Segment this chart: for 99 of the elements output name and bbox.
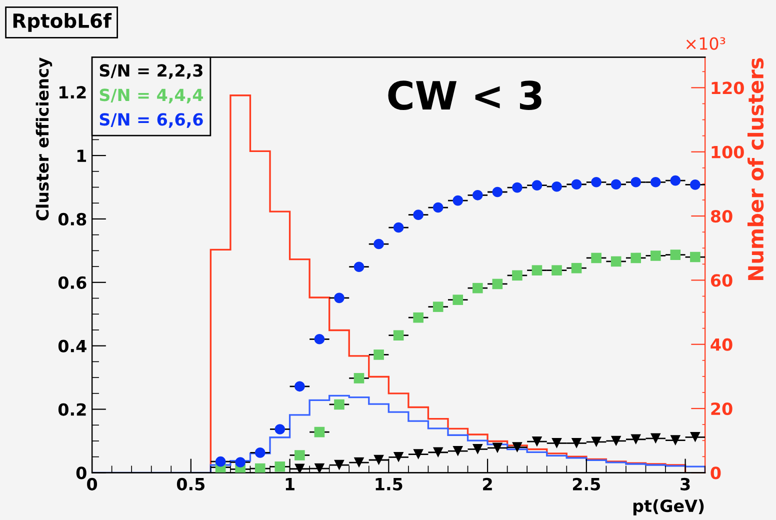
y-tick-label: 0.4 bbox=[58, 340, 86, 352]
point bbox=[334, 399, 344, 410]
point bbox=[314, 463, 325, 473]
point bbox=[650, 250, 661, 261]
point bbox=[512, 442, 522, 452]
x-tick-label: 2.5 bbox=[572, 478, 600, 490]
y-axis-title: Cluster efficiency bbox=[36, 58, 52, 220]
point bbox=[532, 265, 542, 276]
y2-tick-label: 40 bbox=[710, 338, 732, 351]
point bbox=[294, 381, 305, 392]
point bbox=[374, 238, 384, 250]
text: ×10³ bbox=[686, 37, 726, 50]
point bbox=[413, 449, 424, 460]
point bbox=[670, 250, 681, 260]
point bbox=[512, 270, 522, 281]
point bbox=[254, 448, 266, 458]
point bbox=[591, 252, 602, 264]
point bbox=[254, 463, 266, 473]
x-tick-label: 1 bbox=[286, 478, 294, 490]
annotation: CW < 3 bbox=[388, 80, 542, 110]
point bbox=[472, 190, 483, 200]
y2-tick-label: 120 bbox=[712, 82, 744, 94]
point bbox=[432, 302, 444, 312]
y-tick-label: 1 bbox=[77, 150, 86, 162]
chart-title: RptobL6f bbox=[13, 13, 112, 32]
point bbox=[334, 460, 344, 470]
point bbox=[532, 180, 542, 190]
point bbox=[571, 438, 582, 448]
point bbox=[472, 282, 483, 294]
point bbox=[650, 177, 661, 188]
point bbox=[552, 265, 562, 276]
y-tick-label: 0 bbox=[76, 466, 86, 480]
y2-axis-title: Number of clusters bbox=[748, 58, 764, 280]
point bbox=[670, 435, 681, 446]
point bbox=[591, 177, 602, 188]
y2-tick-label: 100 bbox=[712, 146, 744, 158]
point bbox=[630, 252, 642, 264]
y-tick-label: 0.6 bbox=[58, 276, 86, 289]
point bbox=[215, 456, 226, 467]
point bbox=[413, 312, 424, 323]
point bbox=[571, 179, 582, 190]
y-tick-label: 1.2 bbox=[60, 86, 86, 98]
point bbox=[630, 434, 642, 445]
text: S/N = 4,4,4 bbox=[100, 88, 203, 104]
point bbox=[413, 210, 424, 220]
point bbox=[552, 181, 562, 192]
point bbox=[374, 350, 384, 360]
point bbox=[591, 436, 602, 448]
point bbox=[630, 177, 642, 188]
point bbox=[492, 442, 503, 454]
point bbox=[294, 464, 305, 473]
point bbox=[393, 222, 404, 233]
point bbox=[274, 462, 286, 472]
text: S/N = 2,2,3 bbox=[100, 64, 202, 79]
point bbox=[374, 454, 384, 466]
point bbox=[452, 195, 464, 206]
y2-tick-label: 80 bbox=[710, 210, 732, 223]
y-tick-label: 0.2 bbox=[58, 403, 86, 416]
text: S/N = 6,6,6 bbox=[100, 113, 203, 128]
point bbox=[610, 436, 622, 446]
point bbox=[393, 330, 404, 340]
point bbox=[690, 180, 700, 190]
point bbox=[334, 292, 344, 304]
point bbox=[552, 438, 562, 448]
point bbox=[314, 426, 325, 438]
point bbox=[354, 373, 364, 384]
point bbox=[610, 256, 622, 267]
x-tick-label: 0.5 bbox=[176, 478, 205, 490]
y2-tick-label: 60 bbox=[710, 274, 732, 287]
point bbox=[314, 334, 325, 344]
x-tick-label: 0 bbox=[87, 478, 98, 490]
point bbox=[472, 444, 483, 454]
point bbox=[432, 202, 444, 213]
point bbox=[492, 186, 503, 198]
point bbox=[512, 182, 522, 193]
point bbox=[452, 294, 464, 305]
point bbox=[690, 252, 700, 262]
point bbox=[393, 452, 404, 462]
point bbox=[650, 433, 661, 444]
point bbox=[354, 262, 364, 272]
point bbox=[670, 175, 681, 186]
x-tick-label: 1.5 bbox=[376, 478, 402, 490]
y2-tick-label: 20 bbox=[711, 402, 732, 416]
point bbox=[690, 432, 700, 442]
point bbox=[274, 424, 286, 434]
point bbox=[235, 457, 246, 468]
point bbox=[610, 179, 622, 190]
point bbox=[452, 446, 464, 456]
point bbox=[294, 450, 305, 460]
x-axis-title: pt(GeV) bbox=[633, 499, 704, 516]
point bbox=[354, 457, 364, 468]
point bbox=[492, 278, 503, 290]
x-tick-label: 2 bbox=[483, 478, 492, 490]
point bbox=[571, 262, 582, 274]
point bbox=[532, 436, 542, 447]
y2-tick-label: 0 bbox=[710, 466, 721, 480]
x-tick-label: 3 bbox=[680, 478, 690, 490]
point bbox=[432, 447, 444, 458]
y-tick-label: 0.8 bbox=[58, 212, 86, 226]
